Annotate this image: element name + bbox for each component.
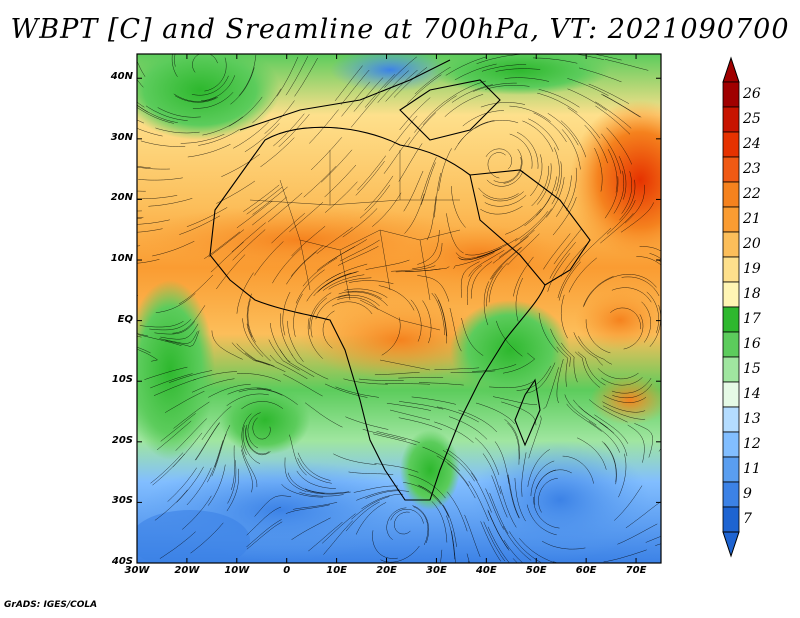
lon-tick-label: 70E [625, 565, 647, 576]
lon-tick-label: 10W [224, 565, 250, 576]
colorbar-segment [722, 206, 740, 233]
colorbar-label: 21 [743, 210, 761, 227]
colorbar-segment [722, 481, 740, 508]
colorbar-segment [722, 431, 740, 458]
lon-tick-label: 50E [525, 565, 547, 576]
colorbar-segment [722, 281, 740, 308]
country-borders [249, 150, 461, 421]
colorbar-segment [722, 81, 740, 108]
colorbar-bottom-arrow [722, 531, 740, 558]
colorbar-segment [722, 106, 740, 133]
colorbar-label: 12 [743, 435, 761, 452]
lat-tick-label: 10S [111, 374, 133, 386]
colorbar-segment [722, 381, 740, 408]
chart-title: WBPT [C] and Sreamline at 700hPa, VT: 20… [10, 14, 790, 45]
coastlines [209, 59, 591, 501]
colorbar-label: 11 [743, 460, 761, 477]
map-frame [136, 53, 662, 564]
colorbar-label: 15 [743, 360, 761, 377]
colorbar-segment [722, 506, 740, 533]
lat-tick-label: 30S [111, 495, 133, 507]
lon-tick-label: 30E [426, 565, 447, 576]
wbpt-field [137, 54, 661, 563]
lat-ticks [137, 77, 661, 564]
colorbar-segment [722, 231, 740, 258]
streamlines [137, 54, 661, 563]
colorbar-segment [722, 181, 740, 208]
lat-tick-label: EQ [117, 313, 133, 325]
colorbar-label: 25 [743, 110, 761, 127]
colorbar-label: 14 [743, 385, 761, 402]
lat-tick-label: 40S [111, 556, 133, 567]
lon-tick-label: 20E [376, 565, 397, 576]
colorbar-segment [722, 156, 740, 183]
colorbar-segment [722, 331, 740, 358]
streamline-paths [137, 54, 661, 563]
lon-tick-label: 30W [124, 565, 150, 576]
credit-text: GrADS: IGES/COLA [4, 600, 98, 610]
colorbar-label: 13 [743, 410, 761, 427]
colorbar-label: 23 [743, 160, 761, 177]
lat-tick-label: 20S [111, 434, 133, 446]
lat-tick-label: 20N [110, 192, 133, 204]
colorbar-segment [722, 456, 740, 483]
colorbar-label: 26 [743, 85, 761, 102]
colorbar-label: 24 [743, 135, 761, 152]
lon-tick-label: 10E [326, 565, 347, 576]
colorbar-segment [722, 306, 740, 333]
colorbar-segment [722, 356, 740, 383]
lon-ticks [136, 54, 637, 563]
colorbar-top-arrow [722, 56, 740, 83]
colorbar-label: 9 [743, 485, 752, 502]
lon-tick-label: 0 [283, 565, 291, 576]
colorbar-label: 17 [743, 310, 761, 327]
colorbar-segment [722, 256, 740, 283]
colorbar-segment [722, 131, 740, 158]
lat-tick-label: 10N [110, 253, 133, 265]
colorbar [722, 56, 740, 558]
colorbar-label: 18 [743, 285, 761, 302]
colorbar-label: 20 [743, 235, 761, 252]
colorbar-label: 22 [743, 185, 761, 202]
lon-tick-label: 60E [575, 565, 597, 576]
colorbar-label: 19 [743, 260, 761, 277]
colorbar-label: 7 [743, 510, 752, 527]
lat-tick-label: 30N [110, 131, 133, 143]
colorbar-segment [722, 406, 740, 433]
lat-tick-label: 40N [110, 71, 133, 83]
colorbar-label: 16 [743, 335, 761, 352]
lon-tick-label: 40E [475, 565, 497, 576]
lon-tick-label: 20W [174, 565, 200, 576]
